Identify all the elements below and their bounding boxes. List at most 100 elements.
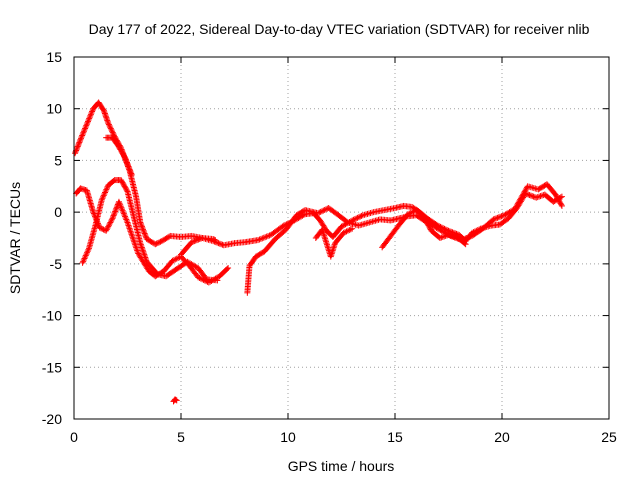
- data-point-dense: [179, 233, 194, 240]
- data-point-dense: [161, 258, 175, 273]
- data-point-dense: [190, 235, 205, 245]
- data-point-dense: [101, 109, 111, 125]
- data-point-dense: [174, 259, 190, 272]
- data-point-dense: [470, 226, 485, 239]
- data-point-dense: [401, 203, 414, 210]
- data-point-dense: [357, 219, 371, 229]
- data-point-dense: [170, 254, 183, 264]
- data-point-dense: [131, 215, 143, 245]
- data-point-dense: [350, 212, 365, 223]
- series-track-g: [379, 207, 469, 251]
- data-point-dense: [247, 254, 259, 268]
- data-point: [128, 171, 135, 178]
- data-point: [103, 227, 110, 234]
- data-point-dense: [254, 249, 267, 259]
- x-tick-label: 25: [601, 429, 617, 445]
- data-point: [96, 224, 103, 231]
- data-point-dense: [512, 184, 530, 211]
- data-point-dense: [110, 135, 122, 149]
- data-point-dense: [78, 122, 90, 142]
- data-point-dense: [335, 212, 350, 225]
- data-point: [72, 150, 79, 157]
- data-points: [72, 99, 565, 405]
- x-tick-label: 20: [494, 429, 510, 445]
- data-point-dense: [80, 246, 92, 265]
- data-point-dense: [316, 205, 331, 216]
- y-axis-label: SDTVAR / TECUs: [7, 182, 23, 294]
- data-point-dense: [153, 238, 164, 247]
- data-point: [83, 121, 90, 128]
- data-point-dense: [125, 220, 141, 256]
- data-point-dense: [124, 189, 137, 219]
- y-tick-labels: -20 -15 -10 -5 0 5 10 15: [42, 49, 62, 427]
- data-point-dense: [99, 183, 111, 202]
- data-point-dense: [144, 259, 160, 277]
- data-point: [122, 155, 129, 162]
- data-point-dense: [313, 227, 325, 240]
- data-point-dense: [372, 207, 386, 215]
- data-point-dense: [144, 236, 158, 247]
- data-point: [533, 194, 540, 201]
- x-tick-label: 5: [177, 429, 185, 445]
- x-tick-label: 0: [70, 429, 78, 445]
- data-point-dense: [205, 276, 219, 284]
- data-point-dense: [328, 241, 338, 259]
- data-point-dense: [502, 206, 517, 218]
- data-point-dense: [118, 178, 130, 194]
- data-point-dense: [92, 198, 105, 228]
- axis-ticks: [73, 56, 610, 420]
- y-tick-label: -10: [42, 308, 62, 324]
- y-tick-label: -5: [50, 256, 63, 272]
- data-point-dense: [491, 212, 506, 222]
- data-point-dense: [243, 237, 260, 245]
- data-point-dense: [122, 156, 135, 177]
- data-point: [115, 198, 122, 205]
- data-point-dense: [380, 234, 393, 250]
- data-point-dense: [116, 200, 130, 225]
- data-point-dense: [382, 205, 397, 213]
- data-point-dense: [389, 215, 401, 224]
- x-tick-label: 10: [280, 429, 296, 445]
- data-point-dense: [84, 107, 96, 126]
- data-point-dense: [233, 239, 247, 247]
- y-tick-label: 5: [54, 152, 62, 168]
- x-tick-labels: 0 5 10 15 20 25: [70, 429, 617, 445]
- y-tick-label: 15: [46, 49, 62, 65]
- data-point-dense: [480, 217, 496, 231]
- data-point: [349, 225, 356, 232]
- data-point-dense: [86, 224, 98, 250]
- data-point-dense: [137, 241, 150, 264]
- data-point-dense: [269, 223, 286, 237]
- data-point-dense: [217, 266, 231, 279]
- plot-frame: [73, 56, 610, 420]
- y-tick-label: 10: [46, 101, 62, 117]
- data-point-dense: [222, 240, 236, 248]
- data-point-dense: [361, 209, 376, 218]
- data-point-dense: [172, 396, 179, 403]
- data-point-dense: [406, 207, 418, 217]
- data-point-dense: [455, 234, 468, 247]
- y-tick-label: -20: [42, 411, 62, 427]
- data-point-dense: [196, 266, 209, 282]
- data-point-dense: [553, 192, 565, 208]
- series-outlier: [170, 396, 180, 405]
- data-point-dense: [244, 264, 253, 295]
- data-point-dense: [397, 212, 410, 227]
- series-track-h: [312, 225, 356, 260]
- data-point-dense: [155, 271, 168, 279]
- x-axis-label: GPS time / hours: [288, 458, 395, 474]
- data-point-dense: [330, 224, 344, 239]
- data-point-dense: [103, 216, 115, 233]
- series-track-c: [79, 177, 221, 284]
- chart-title: Day 177 of 2022, Sidereal Day-to-day VTE…: [89, 21, 590, 37]
- data-point-dense: [333, 230, 346, 246]
- data-point-dense: [367, 216, 382, 226]
- series-track-d: [103, 134, 135, 178]
- data-point: [79, 259, 86, 266]
- data-point: [77, 136, 84, 143]
- data-point-dense: [378, 216, 393, 224]
- data-point-dense: [137, 220, 150, 241]
- series-track-f: [244, 181, 565, 296]
- data-point: [124, 219, 131, 226]
